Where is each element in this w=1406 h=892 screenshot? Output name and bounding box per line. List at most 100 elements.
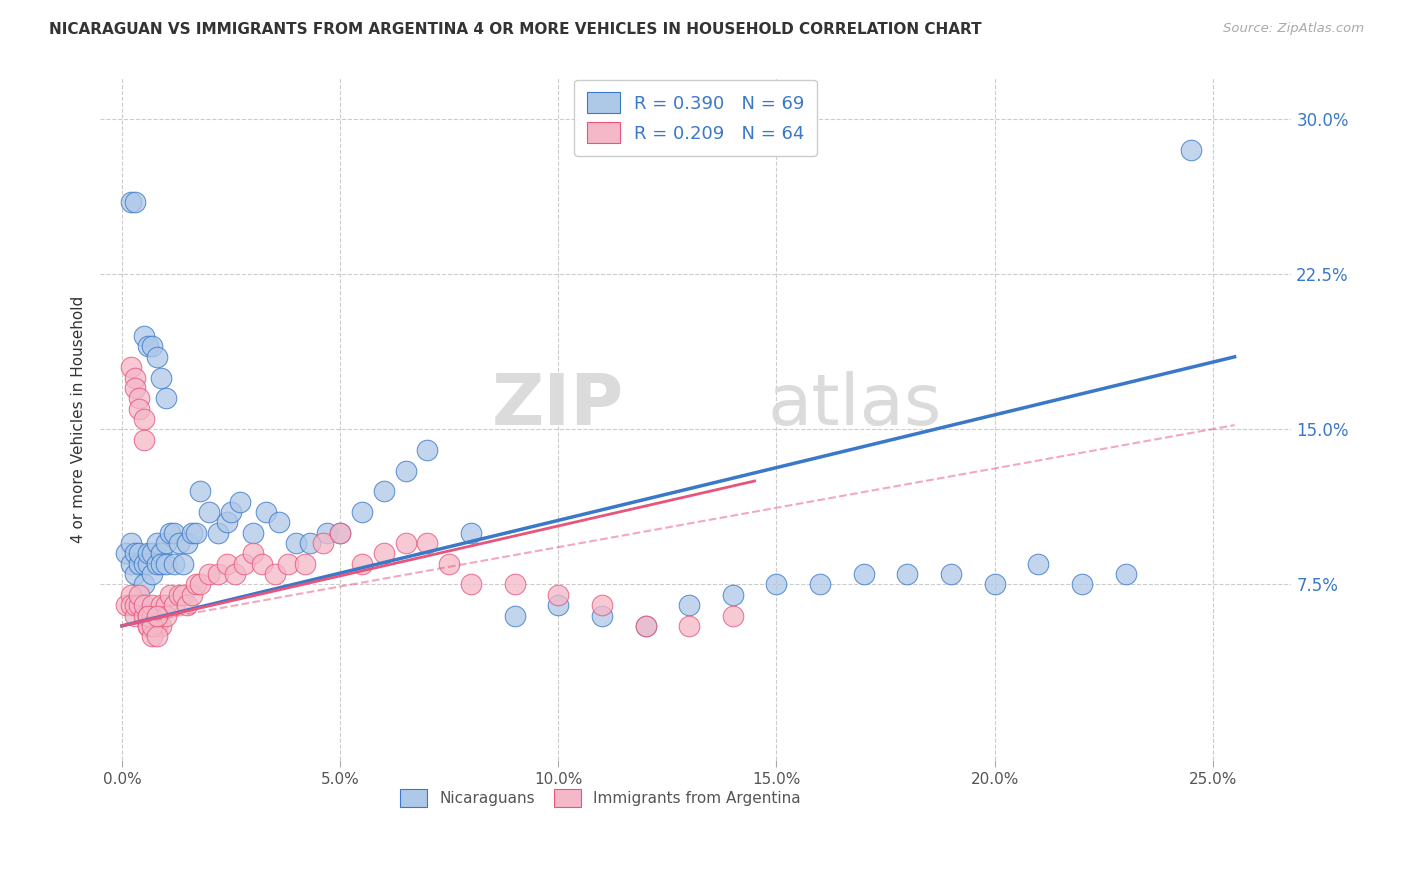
Point (155, 608, 177, 623)
Point (311, 536, 333, 550)
Point (141, 546, 163, 560)
Point (167, 588, 190, 602)
Point (634, 619, 657, 633)
Point (678, 598, 700, 612)
Point (120, 598, 142, 612)
Point (294, 557, 316, 571)
Point (132, 329, 155, 343)
Point (852, 567, 875, 582)
Point (721, 608, 744, 623)
Point (460, 577, 482, 591)
Point (1026, 557, 1049, 571)
Point (120, 588, 142, 602)
Point (163, 598, 186, 612)
Point (159, 588, 181, 602)
Point (394, 536, 416, 550)
Point (150, 370, 173, 384)
Point (316, 525, 339, 540)
Point (394, 464, 416, 478)
Point (141, 567, 163, 582)
Point (163, 525, 186, 540)
Point (896, 567, 918, 582)
Point (155, 391, 177, 405)
Point (132, 598, 155, 612)
Point (132, 412, 155, 426)
Point (132, 608, 155, 623)
Point (329, 525, 352, 540)
Point (132, 577, 155, 591)
Point (120, 557, 142, 571)
Point (298, 536, 321, 550)
Point (184, 525, 207, 540)
Point (136, 619, 159, 633)
Point (460, 525, 482, 540)
Point (176, 536, 198, 550)
Point (547, 588, 569, 602)
Point (263, 567, 285, 582)
Point (416, 442, 439, 457)
Point (141, 619, 163, 633)
Point (132, 557, 155, 571)
Point (198, 505, 221, 519)
Point (150, 546, 173, 560)
Point (219, 505, 242, 519)
Point (184, 577, 207, 591)
Point (124, 608, 146, 623)
Point (124, 381, 146, 395)
Point (591, 598, 613, 612)
Point (215, 516, 238, 530)
Point (128, 401, 150, 416)
Point (172, 557, 194, 571)
Point (547, 598, 569, 612)
Point (350, 505, 373, 519)
Point (721, 588, 744, 602)
Point (180, 588, 202, 602)
Point (983, 577, 1005, 591)
Point (242, 546, 264, 560)
Point (146, 536, 169, 550)
Point (141, 629, 163, 643)
Point (141, 339, 163, 353)
Point (120, 536, 142, 550)
Point (146, 350, 169, 364)
Point (163, 557, 186, 571)
Point (242, 525, 264, 540)
Point (159, 525, 181, 540)
Point (765, 577, 787, 591)
Point (250, 557, 273, 571)
Point (124, 546, 146, 560)
Point (233, 557, 256, 571)
Point (373, 484, 395, 499)
Point (503, 577, 526, 591)
Point (437, 557, 460, 571)
Point (329, 525, 352, 540)
Point (115, 598, 138, 612)
Point (215, 557, 238, 571)
Point (146, 619, 169, 633)
Point (115, 546, 138, 560)
Point (124, 194, 146, 209)
Point (124, 598, 146, 612)
Point (198, 567, 221, 582)
Point (155, 536, 177, 550)
Point (1115, 567, 1137, 582)
Point (120, 360, 142, 375)
Text: NICARAGUAN VS IMMIGRANTS FROM ARGENTINA 4 OR MORE VEHICLES IN HOUSEHOLD CORRELAT: NICARAGUAN VS IMMIGRANTS FROM ARGENTINA … (49, 22, 981, 37)
Point (808, 577, 831, 591)
Point (939, 567, 962, 582)
Point (128, 588, 150, 602)
Point (124, 370, 146, 384)
Point (150, 557, 173, 571)
Point (136, 608, 159, 623)
Legend: Nicaraguans, Immigrants from Argentina: Nicaraguans, Immigrants from Argentina (392, 781, 808, 814)
Point (373, 546, 395, 560)
Point (285, 536, 308, 550)
Point (136, 546, 159, 560)
Point (132, 433, 155, 447)
Text: atlas: atlas (768, 371, 942, 440)
Point (128, 557, 150, 571)
Point (1180, 143, 1202, 157)
Point (136, 557, 159, 571)
Point (254, 505, 277, 519)
Point (634, 619, 657, 633)
